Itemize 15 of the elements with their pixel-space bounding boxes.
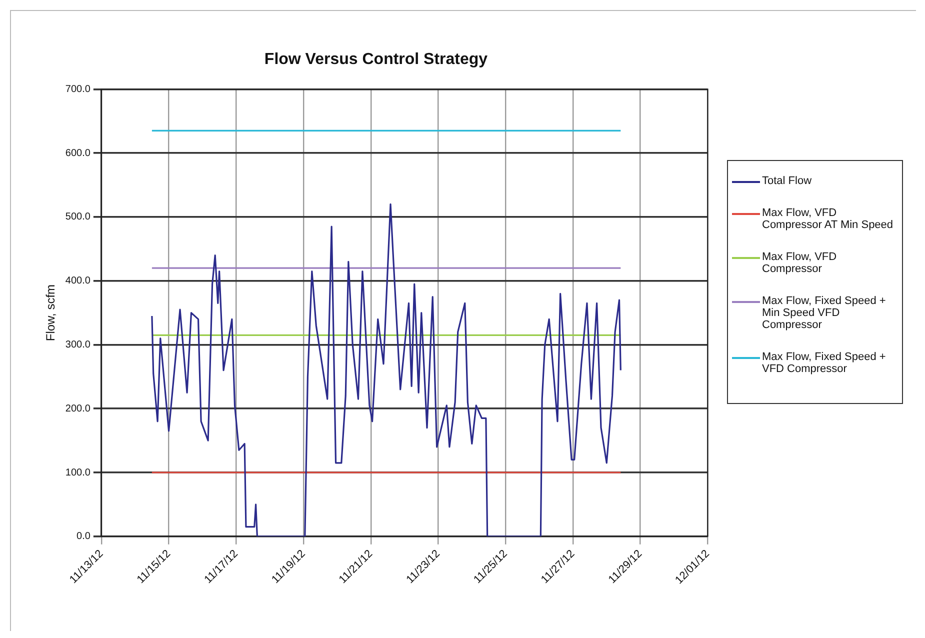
y-axis-title: Flow, scfm [44, 284, 58, 342]
legend-label: Max Flow, VFD Compressor AT Min Speed [762, 207, 894, 231]
y-tick-label: 600.0 [65, 148, 91, 159]
y-tick-label: 500.0 [65, 212, 91, 223]
y-tick-label: 700.0 [65, 84, 91, 95]
y-tick-label: 200.0 [65, 403, 91, 414]
y-tick-label: 100.0 [65, 467, 91, 478]
y-tick-label: 300.0 [65, 339, 91, 350]
y-tick-label: 0.0 [76, 531, 91, 542]
legend-label: Max Flow, Fixed Speed + Min Speed VFD Compressor [762, 295, 887, 331]
legend-label: Max Flow, Fixed Speed + VFD Compressor [762, 351, 887, 375]
legend-label: Total Flow [762, 175, 812, 187]
legend-label: Max Flow, VFD Compressor [762, 251, 838, 275]
chart-title: Flow Versus Control Strategy [264, 51, 488, 68]
y-tick-label: 400.0 [65, 276, 91, 287]
